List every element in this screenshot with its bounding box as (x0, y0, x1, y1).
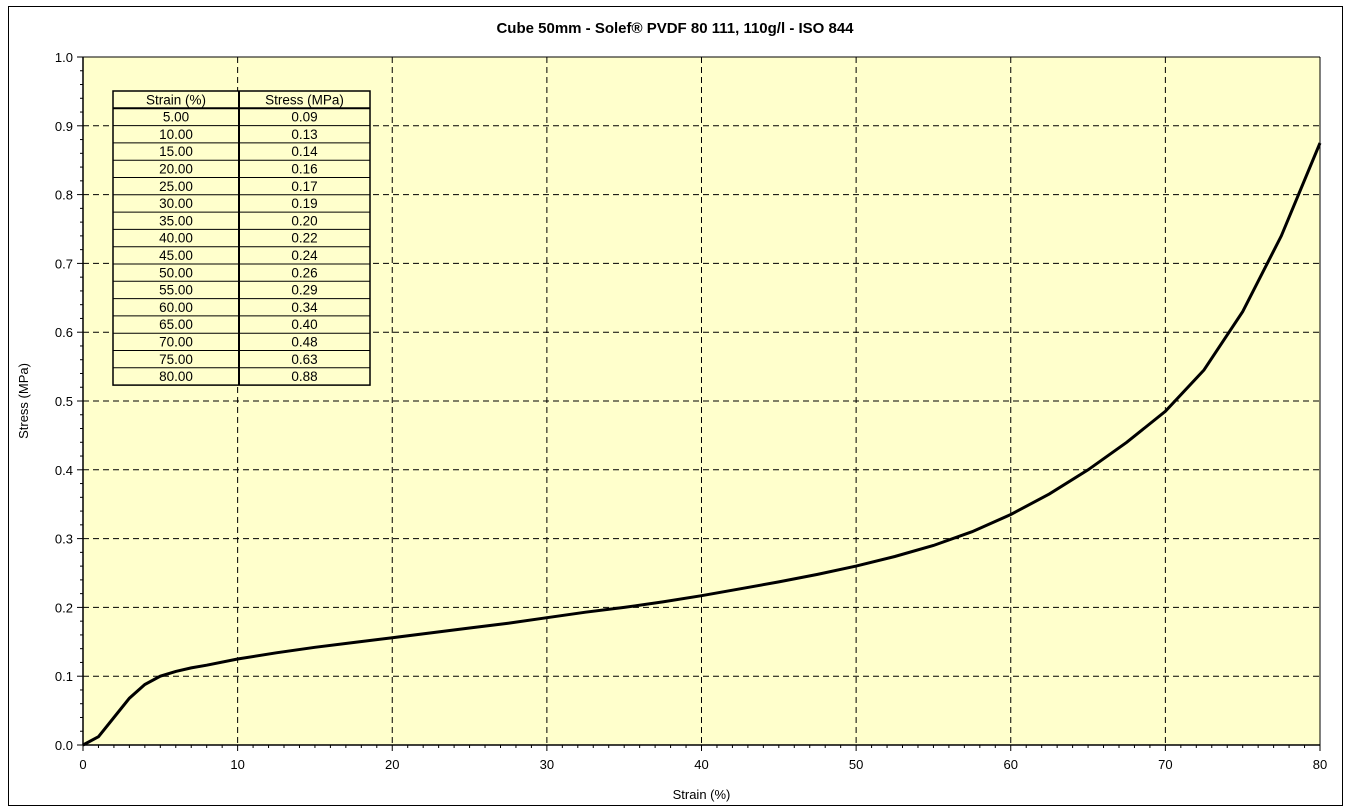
table-cell: 0.88 (291, 369, 317, 384)
y-axis-label: Stress (MPa) (16, 363, 31, 439)
table-cell: 20.00 (159, 162, 193, 177)
table-cell: 5.00 (163, 110, 189, 125)
table-cell: 15.00 (159, 144, 193, 159)
x-tick-label: 80 (1313, 757, 1327, 772)
axes: 0 10 20 30 40 50 60 70 80 0.0 0.1 0.2 0.3 0.4 0.5 0.6 0.… (55, 50, 1327, 772)
table-cell: 0.16 (291, 162, 317, 177)
x-tick-label: 40 (694, 757, 708, 772)
y-tick-label: 0.0 (55, 738, 73, 753)
y-tick-label: 0.7 (55, 256, 73, 271)
y-tick-label: 0.9 (55, 119, 73, 134)
x-axis-label: Strain (%) (673, 787, 731, 802)
table-cell: 0.63 (291, 352, 317, 367)
table-cell: 0.17 (291, 179, 317, 194)
y-tick-label: 1.0 (55, 50, 73, 65)
table-cell: 0.26 (291, 265, 317, 280)
chart-title: Cube 50mm - Solef® PVDF 80 111, 110g/l -… (496, 20, 854, 37)
table-cell: 35.00 (159, 213, 193, 228)
y-tick-label: 0.2 (55, 600, 73, 615)
table-cell: 0.29 (291, 283, 317, 298)
table-cell: 80.00 (159, 369, 193, 384)
x-tick-label: 50 (849, 757, 863, 772)
table-cell: 60.00 (159, 300, 193, 315)
table-cell: 55.00 (159, 283, 193, 298)
x-tick-label: 30 (540, 757, 554, 772)
y-tick-label: 0.1 (55, 669, 73, 684)
table-cell: 0.34 (291, 300, 318, 315)
table-cell: 0.22 (291, 231, 317, 246)
table-cell: 25.00 (159, 179, 193, 194)
x-tick-label: 0 (79, 757, 86, 772)
table-cell: 0.09 (291, 110, 317, 125)
table-cell: 45.00 (159, 248, 193, 263)
table-header-cell: Strain (%) (146, 92, 206, 107)
table-cell: 50.00 (159, 265, 193, 280)
table-cell: 0.20 (291, 213, 317, 228)
table-cell: 0.24 (291, 248, 318, 263)
table-cell: 0.19 (291, 196, 317, 211)
table-border (112, 90, 371, 386)
table-cell: 0.13 (291, 127, 317, 142)
data-table: Strain (%) Stress (MPa) 5.00 0.09 10.00 0.13 1… (112, 90, 371, 386)
table-cell: 70.00 (159, 335, 193, 350)
y-tick-label: 0.4 (55, 463, 73, 478)
x-tick-label: 60 (1004, 757, 1018, 772)
y-tick-label: 0.8 (55, 188, 73, 203)
chart-svg: Cube 50mm - Solef® PVDF 80 111, 110g/l -… (16, 20, 1327, 802)
grid-lines (83, 57, 1320, 745)
table-cell: 65.00 (159, 317, 193, 332)
table-header-cell: Stress (MPa) (265, 92, 344, 107)
y-tick-label: 0.3 (55, 532, 73, 547)
table-cell: 75.00 (159, 352, 193, 367)
table-cell: 30.00 (159, 196, 193, 211)
table-cell: 0.14 (291, 144, 318, 159)
chart-frame: Cube 50mm - Solef® PVDF 80 111, 110g/l -… (8, 6, 1343, 806)
x-tick-label: 10 (230, 757, 244, 772)
table-cell: 0.48 (291, 335, 317, 350)
table-cell: 10.00 (159, 127, 193, 142)
y-tick-label: 0.5 (55, 394, 73, 409)
y-tick-label: 0.6 (55, 325, 73, 340)
x-tick-label: 70 (1158, 757, 1172, 772)
table-cell: 40.00 (159, 231, 193, 246)
series-line (82, 142, 1322, 747)
x-tick-label: 20 (385, 757, 399, 772)
table-cell: 0.40 (291, 317, 317, 332)
